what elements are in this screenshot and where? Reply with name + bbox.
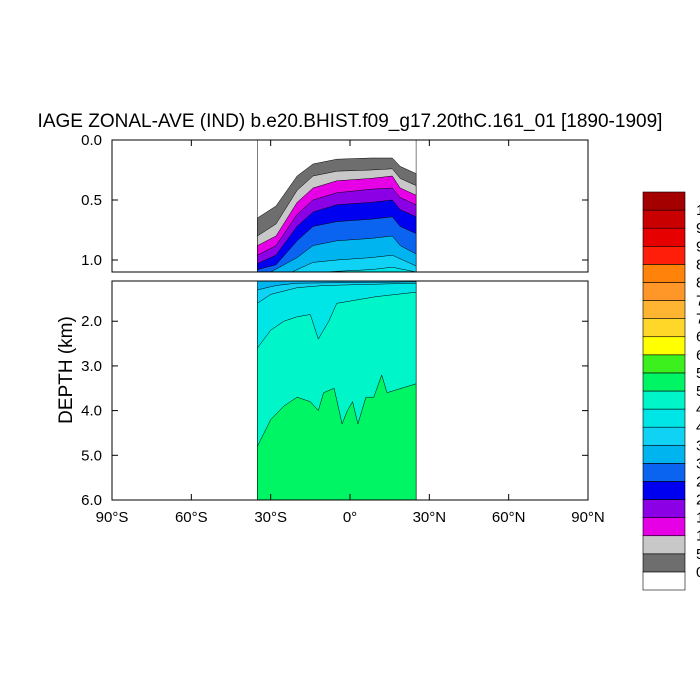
colorbar-swatch-21: [642, 191, 686, 211]
colorbar-label-10: 5: [696, 383, 700, 400]
colorbar-swatch-3: [642, 517, 686, 537]
colorbar-label-0: 0: [696, 564, 700, 581]
colorbar-swatch-0: [642, 571, 686, 591]
colorbar-label-14: 7: [696, 311, 700, 328]
lower-y-tick-label-3: 5.0: [81, 447, 102, 464]
lower-y-tick-label-0: 2.0: [81, 313, 102, 330]
upper-y-tick-label-2: 1.0: [81, 252, 102, 269]
colorbar-swatch-17: [642, 264, 686, 283]
colorbar-swatch-20: [642, 209, 686, 229]
colorbar-swatch-19: [642, 227, 686, 247]
colorbar-swatch-8: [642, 426, 686, 446]
colorbar-label-7: 3: [696, 437, 700, 454]
colorbar-label-6: 3: [696, 455, 700, 472]
lower-y-tick-label-4: 6.0: [81, 492, 102, 509]
colorbar-swatch-2: [642, 535, 686, 555]
colorbar-swatch-15: [642, 300, 686, 319]
colorbar-label-16: 8: [696, 275, 700, 292]
colorbar-swatch-16: [642, 282, 686, 301]
colorbar-swatch-1: [642, 553, 686, 573]
colorbar-label-5: 2: [696, 474, 700, 491]
chart-title: IAGE ZONAL-AVE (IND) b.e20.BHIST.f09_g17…: [38, 111, 663, 132]
colorbar-swatch-14: [642, 318, 686, 338]
colorbar-swatch-11: [642, 372, 686, 392]
colorbar-label-4: 2: [696, 492, 700, 509]
colorbar-swatch-9: [642, 408, 686, 428]
lower-panel-contours: [257, 281, 417, 500]
colorbar-label-9: 4: [696, 401, 700, 418]
y-axis-label: DEPTH (km): [56, 316, 77, 424]
colorbar-swatch-7: [642, 444, 686, 464]
x-tick-label-6: 90°N: [571, 509, 605, 526]
colorbar-swatch-13: [642, 336, 686, 356]
colorbar-label-17: 8: [696, 256, 700, 273]
lower-contour-band-4: [257, 374, 417, 500]
colorbar-swatch-6: [642, 463, 686, 482]
colorbar-swatch-4: [642, 499, 686, 518]
x-tick-label-5: 60°N: [492, 509, 526, 526]
axes-ticks: 90°S 60°S 30°S 0° 30°N 60°N 90°N 0.0 0.5 1.0 2.0 3.…: [81, 132, 605, 526]
colorbar-swatch-18: [642, 245, 686, 265]
colorbar-label-3: 1: [696, 510, 700, 527]
colorbar-label-13: 6: [696, 329, 700, 346]
colorbar: 051122334455667788991: [642, 191, 700, 591]
lower-y-tick-label-1: 3.0: [81, 358, 102, 375]
colorbar-label-2: 1: [696, 528, 700, 545]
x-tick-label-2: 30°S: [254, 509, 287, 526]
lower-y-tick-label-2: 4.0: [81, 403, 102, 420]
colorbar-label-19: 9: [696, 220, 700, 237]
upper-y-tick-label-0: 0.0: [81, 132, 102, 149]
colorbar-swatch-5: [642, 481, 686, 500]
colorbar-label-15: 7: [696, 293, 700, 310]
colorbar-label-8: 4: [696, 419, 700, 436]
colorbar-swatch-12: [642, 354, 686, 374]
colorbar-label-11: 5: [696, 365, 700, 382]
upper-panel-contours: [257, 140, 417, 272]
x-tick-label-4: 30°N: [413, 509, 447, 526]
x-tick-label-1: 60°S: [175, 509, 208, 526]
upper-contour-band-9: [323, 266, 417, 272]
colorbar-label-18: 9: [696, 238, 700, 255]
x-tick-label-0: 90°S: [96, 509, 129, 526]
colorbar-label-1: 5: [696, 546, 700, 563]
upper-y-tick-label-1: 0.5: [81, 192, 102, 209]
x-tick-label-3: 0°: [343, 509, 357, 526]
colorbar-swatch-10: [642, 390, 686, 410]
colorbar-label-20: 1: [696, 202, 700, 219]
colorbar-label-12: 6: [696, 347, 700, 364]
